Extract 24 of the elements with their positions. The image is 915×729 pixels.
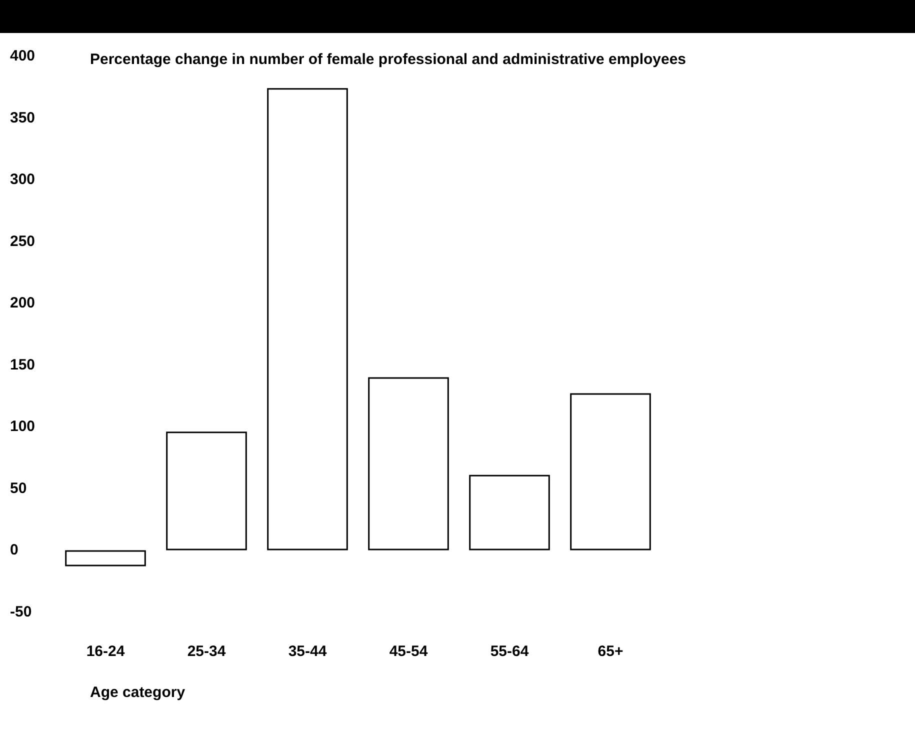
x-tick-label: 55-64 bbox=[490, 643, 530, 660]
x-tick-label: 45-54 bbox=[389, 643, 428, 660]
x-tick-label: 35-44 bbox=[288, 643, 328, 660]
x-tick-label: 65+ bbox=[598, 643, 624, 660]
bar bbox=[368, 377, 449, 550]
y-tick-label: 50 bbox=[10, 480, 27, 497]
y-tick-label: 400 bbox=[10, 48, 36, 64]
y-tick-label: 100 bbox=[10, 418, 36, 436]
y-tick-label: 150 bbox=[10, 356, 36, 374]
y-tick-label: 300 bbox=[10, 171, 36, 188]
chart-title: Percentage change in number of female professional and administrative employees bbox=[90, 51, 686, 68]
x-tick-label: 16-24 bbox=[86, 643, 126, 660]
y-tick-label: -50 bbox=[10, 604, 32, 620]
bar bbox=[166, 432, 247, 550]
bar bbox=[469, 474, 550, 550]
bar bbox=[267, 88, 348, 550]
y-tick-label: 250 bbox=[10, 232, 36, 250]
bar bbox=[65, 550, 146, 566]
y-tick-label: 350 bbox=[10, 109, 36, 126]
y-tick-label: 200 bbox=[10, 294, 36, 312]
x-tick-label: 25-34 bbox=[187, 643, 226, 660]
bar bbox=[570, 393, 651, 550]
y-tick-label: 0 bbox=[10, 542, 18, 559]
x-axis-title: Age category bbox=[90, 684, 186, 701]
